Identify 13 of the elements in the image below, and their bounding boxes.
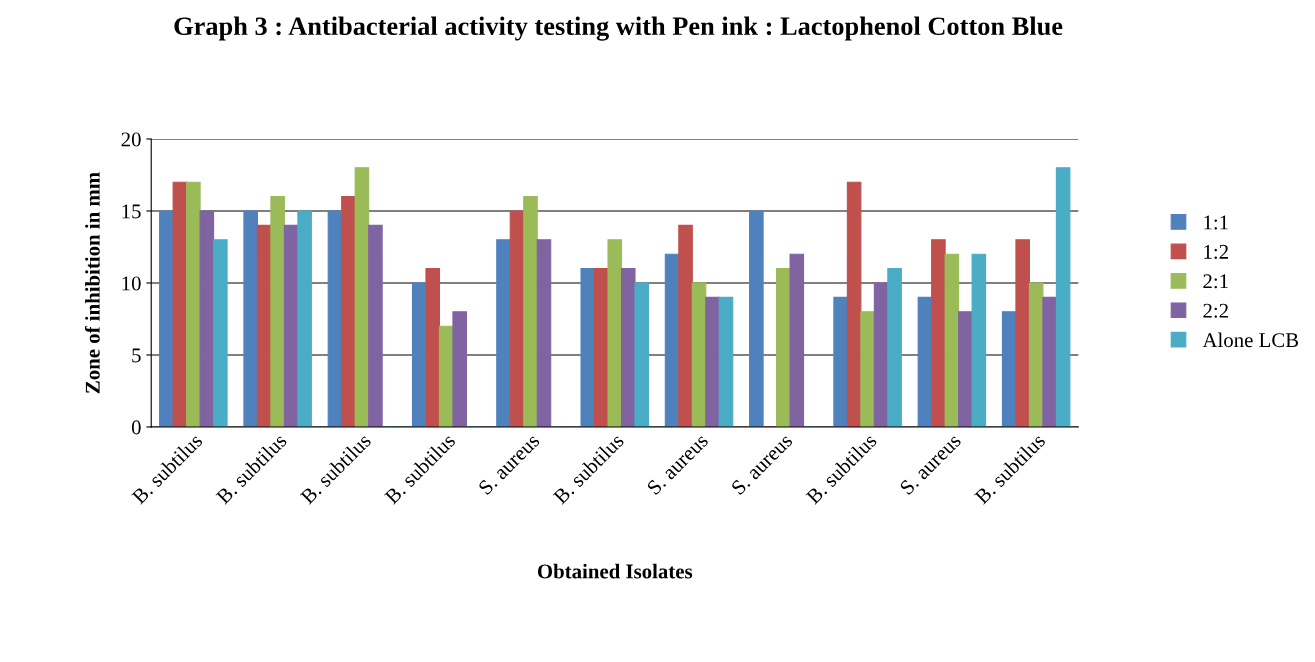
y-axis-title: Zone of inhibition in mm (84, 172, 100, 394)
y-tick-label: 20 (121, 132, 141, 147)
x-axis-title: Obtained Isolates (537, 563, 693, 579)
chart-title: Graph 3 : Antibacterial activity testing with Pen ink : Lactophenol Cotton Blue (174, 16, 1063, 41)
legend-label: 2:2 (1203, 303, 1228, 318)
y-tick-label: 15 (122, 204, 141, 219)
y-tick-label: 5 (132, 348, 141, 363)
y-tick-label: 10 (122, 276, 141, 291)
legend-label: Alone LCB (1202, 332, 1299, 348)
legend-label: 1:2 (1204, 244, 1228, 259)
legend-label: 1:1 (1204, 215, 1228, 230)
legend-label: 2:1 (1203, 274, 1228, 289)
y-tick-label: 0 (131, 420, 141, 435)
